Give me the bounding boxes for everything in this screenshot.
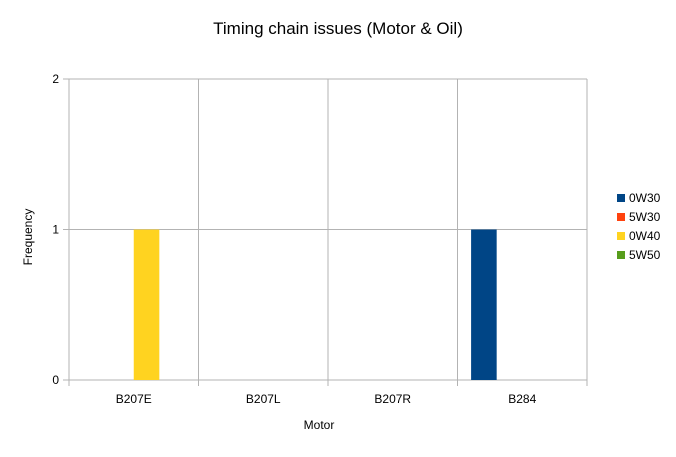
x-tick-label: B284 xyxy=(508,392,536,406)
y-tick-label: 1 xyxy=(52,223,59,237)
legend-label-5W50: 5W50 xyxy=(629,248,661,262)
legend: 0W30 5W30 0W40 5W50 xyxy=(617,191,661,262)
bar-0W40-B207E xyxy=(133,229,160,380)
chart-title: Timing chain issues (Motor & Oil) xyxy=(213,19,463,38)
legend-swatch-0W30 xyxy=(617,194,625,202)
x-tick-label: B207R xyxy=(374,392,411,406)
legend-label-5W30: 5W30 xyxy=(629,210,661,224)
legend-label-0W40: 0W40 xyxy=(629,229,661,243)
legend-swatch-0W40 xyxy=(617,232,625,240)
x-tick-label: B207E xyxy=(116,392,152,406)
y-tick-label: 2 xyxy=(52,72,59,86)
y-axis-label: Frequency xyxy=(21,209,35,266)
legend-label-0W30: 0W30 xyxy=(629,191,661,205)
legend-swatch-5W50 xyxy=(617,251,625,259)
legend-swatch-5W30 xyxy=(617,213,625,221)
x-tick-label: B207L xyxy=(246,392,281,406)
x-axis-label: Motor xyxy=(304,418,335,432)
y-tick-label: 0 xyxy=(52,373,59,387)
axis-layer: 0 1 2 B207E B207L B207R B284 xyxy=(52,72,536,406)
bar-0W30-B284 xyxy=(471,229,497,380)
bars-layer xyxy=(133,229,497,380)
